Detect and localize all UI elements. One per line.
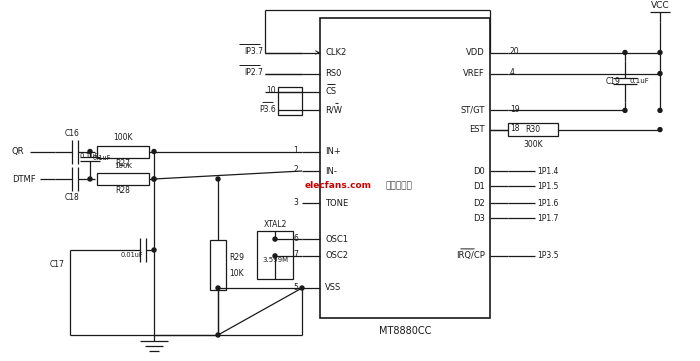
Text: D0: D0 bbox=[473, 166, 485, 175]
Text: P3.6: P3.6 bbox=[259, 105, 276, 114]
Bar bbox=[97, 145, 149, 157]
Text: QR: QR bbox=[12, 147, 24, 156]
Text: VDD: VDD bbox=[466, 48, 485, 57]
Text: elecfans.com: elecfans.com bbox=[305, 182, 372, 191]
Text: 100K: 100K bbox=[114, 163, 132, 169]
Text: IN-: IN- bbox=[325, 166, 337, 175]
Text: 100K: 100K bbox=[113, 132, 133, 142]
Bar bbox=[320, 18, 490, 318]
Text: TONE: TONE bbox=[325, 199, 349, 208]
Text: R27: R27 bbox=[116, 158, 130, 168]
Bar bbox=[278, 87, 302, 116]
Text: 6: 6 bbox=[293, 234, 298, 243]
Text: 1P1.4: 1P1.4 bbox=[537, 166, 559, 175]
Text: C16: C16 bbox=[64, 129, 79, 138]
Text: VSS: VSS bbox=[325, 283, 342, 292]
Circle shape bbox=[658, 51, 662, 55]
Circle shape bbox=[623, 51, 627, 55]
Text: R28: R28 bbox=[116, 186, 130, 195]
Circle shape bbox=[152, 177, 156, 181]
Text: 0.1uF: 0.1uF bbox=[80, 153, 99, 160]
Text: 1P3.5: 1P3.5 bbox=[537, 251, 559, 260]
Circle shape bbox=[658, 108, 662, 112]
Text: CLK2: CLK2 bbox=[325, 48, 346, 57]
Circle shape bbox=[152, 149, 156, 153]
Bar bbox=[210, 240, 226, 290]
Text: 18: 18 bbox=[510, 124, 519, 133]
Text: RS0: RS0 bbox=[325, 69, 342, 78]
Text: C19: C19 bbox=[605, 77, 620, 86]
Circle shape bbox=[152, 177, 156, 181]
Circle shape bbox=[623, 108, 627, 112]
Text: 10: 10 bbox=[267, 86, 276, 95]
Text: 0.1uF: 0.1uF bbox=[93, 156, 111, 161]
Circle shape bbox=[273, 237, 277, 241]
Text: VREF: VREF bbox=[463, 69, 485, 78]
Circle shape bbox=[300, 286, 304, 290]
Text: 1P1.6: 1P1.6 bbox=[537, 199, 559, 208]
Text: 4: 4 bbox=[510, 68, 515, 77]
Text: D2: D2 bbox=[473, 199, 485, 208]
Text: 19: 19 bbox=[510, 105, 519, 114]
Text: 0.1uF: 0.1uF bbox=[630, 78, 650, 84]
Circle shape bbox=[216, 286, 220, 290]
Text: 3: 3 bbox=[293, 197, 298, 206]
Text: C17: C17 bbox=[50, 260, 65, 269]
Text: R29: R29 bbox=[229, 252, 244, 261]
Text: OSC1: OSC1 bbox=[325, 235, 348, 244]
Text: 2: 2 bbox=[293, 165, 298, 174]
Circle shape bbox=[88, 177, 92, 181]
Text: XTAL2: XTAL2 bbox=[263, 220, 287, 229]
Bar bbox=[257, 231, 293, 279]
Text: IP2.7: IP2.7 bbox=[244, 68, 263, 77]
Circle shape bbox=[658, 71, 662, 75]
Text: C18: C18 bbox=[64, 193, 79, 202]
Text: D3: D3 bbox=[473, 214, 485, 223]
Text: R30: R30 bbox=[526, 125, 540, 134]
Circle shape bbox=[152, 248, 156, 252]
Text: OSC2: OSC2 bbox=[325, 251, 348, 260]
Text: 3.599M: 3.599M bbox=[262, 257, 288, 263]
Text: IRQ/CP: IRQ/CP bbox=[456, 251, 485, 260]
Text: ST/GT: ST/GT bbox=[461, 106, 485, 115]
Text: 1: 1 bbox=[293, 146, 298, 155]
Circle shape bbox=[216, 333, 220, 337]
Text: 0.01uF: 0.01uF bbox=[120, 252, 143, 258]
Bar bbox=[97, 173, 149, 185]
Text: 300K: 300K bbox=[523, 140, 542, 149]
Circle shape bbox=[273, 254, 277, 258]
Circle shape bbox=[88, 149, 92, 153]
Text: EST: EST bbox=[470, 125, 485, 134]
Text: 1P1.5: 1P1.5 bbox=[537, 182, 559, 191]
Circle shape bbox=[216, 177, 220, 181]
Text: 5: 5 bbox=[293, 283, 298, 291]
Text: R/W: R/W bbox=[325, 106, 342, 115]
Text: DTMF: DTMF bbox=[12, 174, 36, 183]
Text: MT8880CC: MT8880CC bbox=[379, 326, 431, 336]
Text: IN+: IN+ bbox=[325, 147, 341, 156]
Text: CS: CS bbox=[325, 87, 336, 96]
Circle shape bbox=[658, 127, 662, 132]
Text: 电路发烧友: 电路发烧友 bbox=[385, 182, 412, 191]
Text: 10K: 10K bbox=[229, 269, 244, 278]
Text: VCC: VCC bbox=[651, 1, 669, 10]
Text: 1P1.7: 1P1.7 bbox=[537, 214, 559, 223]
Text: 7: 7 bbox=[293, 251, 298, 260]
Text: 20: 20 bbox=[510, 47, 519, 56]
Text: D1: D1 bbox=[473, 182, 485, 191]
Bar bbox=[508, 123, 558, 136]
Text: IP3.7: IP3.7 bbox=[244, 47, 263, 56]
